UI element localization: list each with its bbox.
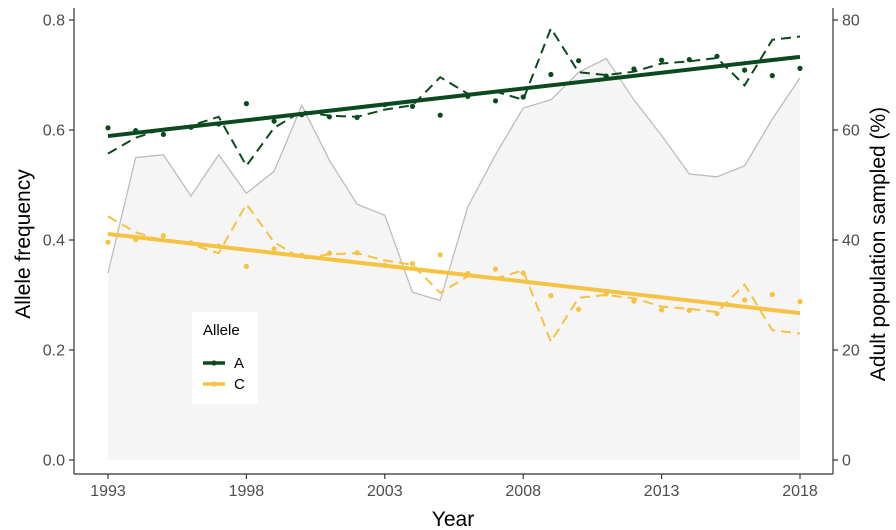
series-c-point <box>492 266 499 272</box>
series-a-point <box>797 65 803 71</box>
y-tick-label: 0.4 <box>43 233 65 250</box>
legend-title: Allele <box>203 322 240 339</box>
legend-background <box>192 312 258 404</box>
series-a-trend-line <box>107 54 801 139</box>
series-c-point <box>299 252 305 258</box>
series-a-point <box>271 118 277 124</box>
y2-tick-label: 0 <box>842 453 851 470</box>
series-a-point <box>769 73 775 79</box>
series-c-point <box>188 240 194 246</box>
population-sampled-line <box>107 57 801 302</box>
series-c-point <box>797 299 803 305</box>
series-a-point <box>409 103 416 109</box>
series-a-point <box>299 112 305 118</box>
legend-label-a: A <box>234 355 244 372</box>
population-sampled-area <box>108 58 800 460</box>
series-a-point <box>465 93 471 99</box>
x-tick-label: 2018 <box>782 483 818 500</box>
series-c-point <box>686 307 692 313</box>
y-tick-label: 0.6 <box>43 123 65 140</box>
series-c-point <box>382 262 388 268</box>
x-axis-title: Year <box>432 508 474 530</box>
series-a-point <box>326 114 332 120</box>
y2-tick-label: 60 <box>842 123 860 140</box>
population-sampled-layer <box>107 57 801 460</box>
series-c-trend-line <box>107 231 801 316</box>
series-c-point <box>105 239 111 245</box>
legend: Allele A C <box>192 312 258 404</box>
x-tick-label: 1998 <box>229 483 265 500</box>
series-c-point <box>133 236 139 243</box>
series-c-point <box>409 261 416 267</box>
series-a-point <box>243 101 249 107</box>
series-c-point <box>576 306 582 312</box>
series-a-point <box>354 114 360 120</box>
ticks-layer: 1993 1998 2003 2008 2013 2018 0.0 0.2 0.4 0.6 0.8 0… <box>43 13 860 501</box>
series-c <box>105 202 803 345</box>
series-c-dashed-line <box>107 202 801 345</box>
series-c-point <box>326 250 332 256</box>
series-c-point <box>354 250 360 256</box>
series-a-point <box>492 98 499 104</box>
series-a-point <box>133 128 139 134</box>
legend-key-c-point <box>211 381 217 387</box>
series-a-point <box>631 66 637 72</box>
series-a-point <box>520 94 526 100</box>
series-c-point <box>437 252 443 258</box>
series-a-point <box>188 124 194 130</box>
series-c-point <box>631 298 637 304</box>
series-c-point <box>769 291 775 298</box>
series-a <box>105 26 803 168</box>
y2-tick-label: 80 <box>842 13 860 30</box>
x-tick-label: 2008 <box>505 483 541 500</box>
series-a-point <box>742 67 748 73</box>
series-layer <box>105 26 803 345</box>
y-axis-title: Allele frequency <box>12 169 35 319</box>
series-c-point <box>243 263 249 269</box>
series-c-point <box>465 270 471 277</box>
y2-axis-title: Adult population sampled (%) <box>867 107 890 381</box>
legend-label-c: C <box>234 376 245 393</box>
legend-key-a-point <box>211 360 217 366</box>
series-a-point <box>105 125 111 131</box>
series-a-point <box>714 53 720 59</box>
series-a-point <box>437 112 443 118</box>
series-a-point <box>686 57 692 63</box>
series-c-point <box>216 243 222 249</box>
series-a-point <box>216 121 222 127</box>
series-a-point <box>659 57 665 63</box>
x-tick-label: 1993 <box>90 483 126 500</box>
series-a-point <box>576 58 582 64</box>
series-c-point <box>160 233 166 239</box>
series-c-point <box>520 270 526 276</box>
series-c-point <box>659 307 665 313</box>
y2-tick-label: 20 <box>842 343 860 360</box>
series-a-point <box>382 102 388 108</box>
y-tick-label: 0.2 <box>43 343 65 360</box>
series-a-dashed-line <box>107 26 801 168</box>
x-tick-label: 2003 <box>367 483 403 500</box>
x-tick-label: 2013 <box>644 483 680 500</box>
series-a-point <box>603 73 609 79</box>
series-c-point <box>742 297 748 303</box>
series-c-point <box>714 311 720 317</box>
series-c-point <box>603 291 609 297</box>
series-a-point <box>548 71 554 78</box>
y-tick-label: 0.0 <box>43 453 65 470</box>
y2-tick-label: 40 <box>842 233 860 250</box>
series-c-point <box>271 246 277 252</box>
series-c-point <box>548 293 554 299</box>
y-tick-label: 0.8 <box>43 13 65 30</box>
axes-layer <box>73 8 834 475</box>
series-a-point <box>160 131 166 137</box>
